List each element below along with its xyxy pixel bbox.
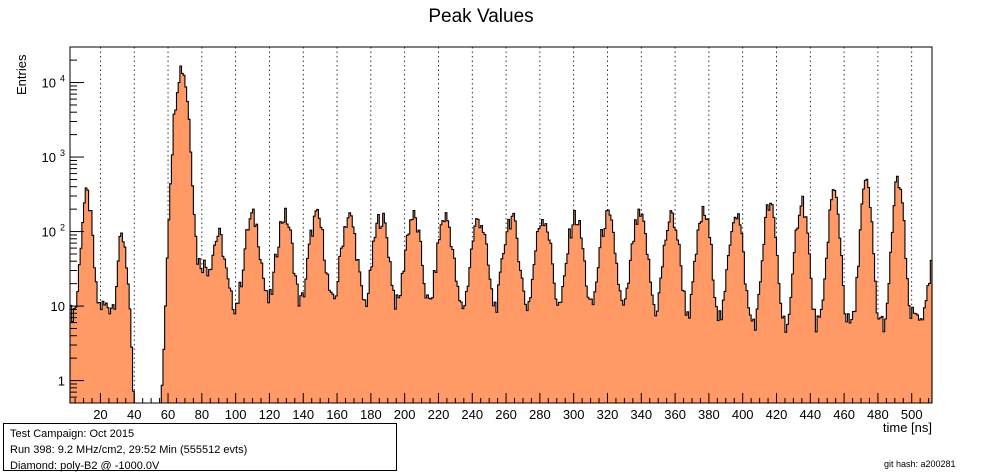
x-tick-label-380: 380: [698, 407, 720, 422]
x-tick-label-20: 20: [93, 407, 107, 422]
x-tick-label-80: 80: [195, 407, 209, 422]
info-diamond: Diamond: poly-B2 @ -1000.0V: [10, 460, 160, 472]
histogram-bars: [69, 65, 933, 404]
x-tick-label-180: 180: [360, 407, 382, 422]
x-tick-label-280: 280: [529, 407, 551, 422]
info-campaign: Test Campaign: Oct 2015: [10, 428, 135, 440]
x-axis-ticks: 20 40 60 80 100 120 140 160 180 200 220 240 260 280 30…: [74, 393, 930, 422]
x-tick-label-100: 100: [225, 407, 247, 422]
x-tick-label-420: 420: [766, 407, 788, 422]
x-tick-label-120: 120: [259, 407, 281, 422]
x-tick-label-200: 200: [394, 407, 416, 422]
x-tick-label-440: 440: [799, 407, 821, 422]
histogram-area: [69, 65, 933, 404]
y-tick-label-100: 10: [42, 225, 56, 240]
x-tick-label-140: 140: [292, 407, 314, 422]
x-tick-label-300: 300: [563, 407, 585, 422]
x-tick-label-500: 500: [901, 407, 923, 422]
x-tick-label-360: 360: [664, 407, 686, 422]
info-run: Run 398: 9.2 MHz/cm2, 29:52 Min (555512 …: [10, 444, 248, 456]
y-axis-ticks: 1 10 10 2 10 3 10 4: [42, 46, 84, 404]
y-tick-exp-10000: 4: [60, 74, 65, 84]
x-tick-label-220: 220: [428, 407, 450, 422]
x-gridlines: [100, 47, 913, 403]
x-axis-label: time [ns]: [883, 420, 932, 435]
y-tick-exp-1000: 3: [60, 148, 65, 158]
x-tick-label-60: 60: [161, 407, 175, 422]
git-hash: git hash: a200281: [884, 459, 956, 469]
y-tick-label-1: 1: [58, 374, 65, 389]
y-tick-label-10000: 10: [42, 76, 56, 91]
x-tick-label-40: 40: [127, 407, 141, 422]
chart-title: Peak Values: [428, 6, 533, 27]
x-tick-label-460: 460: [833, 407, 855, 422]
plot-frame: [69, 46, 933, 404]
y-tick-label-10: 10: [51, 299, 65, 314]
y-axis-label: Entries: [14, 54, 29, 95]
x-tick-label-160: 160: [326, 407, 348, 422]
x-tick-label-400: 400: [732, 407, 754, 422]
x-tick-label-320: 320: [597, 407, 619, 422]
y-tick-label-1000: 10: [42, 150, 56, 165]
x-tick-label-260: 260: [495, 407, 517, 422]
x-tick-label-240: 240: [461, 407, 483, 422]
x-tick-label-340: 340: [630, 407, 652, 422]
run-info-box: Test Campaign: Oct 2015 Run 398: 9.2 MHz…: [3, 423, 397, 472]
x-tick-label-480: 480: [867, 407, 889, 422]
y-tick-exp-100: 2: [60, 223, 65, 233]
